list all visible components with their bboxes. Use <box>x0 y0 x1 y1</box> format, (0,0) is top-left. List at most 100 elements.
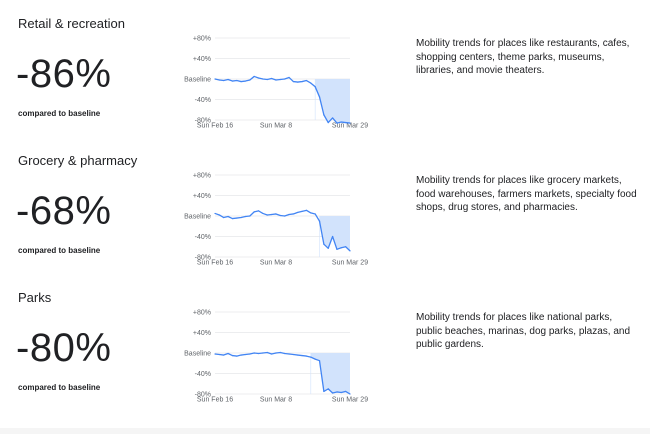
data-point <box>310 82 312 84</box>
data-point <box>218 353 220 356</box>
data-point <box>301 80 303 83</box>
data-point <box>244 353 247 356</box>
data-point <box>345 246 347 248</box>
data-point <box>218 79 220 81</box>
category-description: Mobility trends for places like national… <box>416 312 631 350</box>
data-point <box>336 122 338 124</box>
data-point <box>305 355 308 357</box>
x-tick-label: Sun Mar 29 <box>332 260 368 267</box>
x-tick-label: Sun Mar 29 <box>332 123 368 130</box>
percent-change-value: -86% <box>16 52 112 96</box>
data-point <box>331 392 334 394</box>
data-point <box>318 96 321 98</box>
data-point <box>244 80 247 82</box>
percent-change-value: -68% <box>16 189 112 233</box>
data-point <box>279 78 281 81</box>
data-point <box>284 78 286 80</box>
y-tick-label: Baseline <box>184 213 211 220</box>
data-point <box>275 79 277 81</box>
data-point <box>340 247 342 249</box>
category-title: Retail & recreation <box>18 16 125 31</box>
data-point <box>288 213 290 216</box>
data-point <box>327 247 329 249</box>
data-point <box>323 114 325 116</box>
mobility-trend-chart: +80% +40% Baseline -40% -80%Sun Feb 16 Sun Ma… <box>184 35 368 130</box>
data-point <box>284 352 286 355</box>
mobility-trend-chart: +80% +40% Baseline -40% -80%Sun Feb 16 Sun Ma… <box>184 309 368 404</box>
data-point <box>214 353 216 355</box>
data-point <box>262 352 264 354</box>
data-point <box>318 220 321 222</box>
data-point <box>223 79 225 82</box>
y-tick-label: +80% <box>193 172 211 179</box>
data-point <box>323 243 325 245</box>
data-point <box>223 216 225 219</box>
data-point <box>297 354 299 356</box>
data-point <box>279 351 281 354</box>
data-point <box>297 81 299 83</box>
data-point <box>314 86 316 88</box>
data-point <box>340 391 342 394</box>
data-point <box>349 122 351 124</box>
data-point <box>297 211 299 214</box>
data-point <box>271 213 273 216</box>
data-point <box>301 210 303 212</box>
data-point <box>236 217 238 219</box>
compared-to-baseline-label: compared to baseline <box>18 383 101 392</box>
y-tick-label: Baseline <box>184 350 211 357</box>
data-point <box>244 215 247 218</box>
data-point <box>249 353 251 355</box>
data-point <box>240 216 242 219</box>
data-point <box>236 79 238 82</box>
data-point <box>288 76 290 79</box>
data-point <box>310 356 312 358</box>
compared-to-baseline-label: compared to baseline <box>18 246 101 255</box>
x-tick-label: Sun Feb 16 <box>197 260 233 267</box>
data-point <box>327 121 329 124</box>
category-description: Mobility trends for places like restaura… <box>416 38 630 76</box>
data-point <box>279 214 281 217</box>
data-point <box>253 352 255 354</box>
data-point <box>292 213 294 215</box>
data-point <box>227 352 229 355</box>
section-parks: Parks -80% compared to baseline +80% +40%… <box>0 274 650 411</box>
data-point <box>231 80 234 82</box>
data-point <box>292 353 294 356</box>
shaded-area <box>315 79 350 124</box>
data-point <box>331 235 334 238</box>
data-point <box>275 213 277 215</box>
data-point <box>253 75 255 78</box>
data-point <box>266 214 268 216</box>
data-point <box>227 215 229 218</box>
y-tick-label: -80% <box>195 117 211 124</box>
data-point <box>275 352 277 354</box>
data-point <box>336 248 338 250</box>
data-point <box>214 212 216 215</box>
x-tick-label: Sun Mar 8 <box>260 397 292 404</box>
section-grocery-pharmacy: Grocery & pharmacy -68% compared to base… <box>0 137 650 274</box>
data-point <box>314 213 316 215</box>
data-point <box>345 121 347 124</box>
page-footer-divider <box>0 428 650 434</box>
data-point <box>218 214 220 216</box>
x-tick-label: Sun Mar 8 <box>260 123 292 130</box>
data-point <box>231 217 234 220</box>
shaded-area <box>310 353 350 394</box>
data-point <box>331 117 334 119</box>
data-point <box>349 250 351 252</box>
percent-change-value: -80% <box>16 326 112 370</box>
data-point <box>262 212 264 215</box>
series-line <box>214 209 351 252</box>
series-line <box>214 351 351 395</box>
category-title: Parks <box>18 290 52 305</box>
y-tick-label: -40% <box>195 371 211 378</box>
data-point <box>266 78 268 81</box>
data-point <box>240 354 242 356</box>
data-point <box>314 358 316 360</box>
data-point <box>336 391 338 393</box>
data-point <box>288 353 290 355</box>
y-tick-label: -40% <box>195 234 211 241</box>
y-tick-label: +40% <box>193 330 211 337</box>
data-point <box>345 390 347 393</box>
x-tick-label: Sun Feb 16 <box>197 397 233 404</box>
